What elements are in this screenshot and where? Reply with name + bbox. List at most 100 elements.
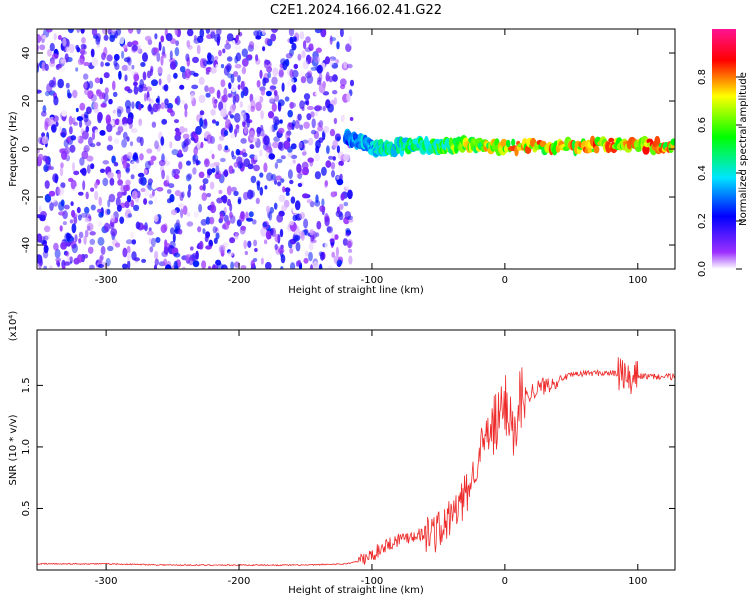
spectrogram-noise-cell [173,168,181,175]
spectrogram-noise-cell [45,159,50,165]
spectrogram-signal-cell [593,145,600,154]
spectrogram-noise-cell [117,179,123,186]
spectrogram-noise-cell [224,43,232,50]
spectrogram-noise-cell [303,135,308,145]
spectrogram-noise-cell [280,266,284,269]
spectrogram-noise-cell [222,48,226,54]
spectrogram-noise-cell [116,191,123,199]
spectrogram-noise-cell [278,247,285,254]
spectrogram-noise-cell [41,135,49,145]
spectrogram-noise-cell [209,216,215,225]
spectrogram-noise-cell [336,145,340,154]
spectrogram-noise-cell [79,102,86,111]
spectrogram-noise-cell [65,251,70,257]
spectrogram-noise-cell [337,151,344,160]
spectrogram-noise-cell [320,29,327,38]
spectrogram-noise-cell [220,64,225,69]
spectrogram-noise-cell [77,58,85,66]
spectrogram-noise-cell [173,72,178,79]
y-tick-label: 20 [21,95,32,108]
spectrogram-noise-cell [89,238,96,245]
spectrogram-noise-cell [336,260,343,265]
spectrogram-noise-cell [101,52,106,61]
snr-panel: -300 -200 -100 0 100 0.5 1.0 1.5 Height of stra… [8,311,676,596]
spectrogram-noise-cell [298,230,305,239]
spectrogram-noise-cell [218,135,225,142]
spectrogram-signal-cell [503,145,510,153]
spectrogram-noise-cell [234,39,241,45]
spectrogram-noise-cell [153,264,158,269]
spectrogram-noise-cell [182,205,188,215]
spectrogram-noise-cell [133,257,140,262]
spectrogram-noise-cell [46,83,53,94]
spectrogram-noise-cell [326,226,334,234]
spectrogram-noise-cell [186,40,191,48]
spectrogram-noise-cell [91,57,99,67]
spectrogram-noise-cell [180,208,184,219]
spectrogram-noise-cell [279,228,284,238]
spectrogram-noise-cell [218,189,223,195]
spectrogram-noise-cell [329,35,333,45]
spectrogram-noise-cell [312,41,319,50]
spectrogram-noise-cell [229,203,233,212]
spectrogram-noise-cell [153,215,159,222]
spectrogram-xlabel: Height of straight line (km) [288,285,424,296]
spectrogram-noise-cell [62,37,67,47]
spectrogram-noise-cell [193,211,199,218]
spectrogram-noise-cell [266,205,271,213]
spectrogram-noise-cell [299,124,304,131]
spectrogram-noise-cell [79,157,85,166]
y-tick-label: -20 [21,189,32,205]
spectrogram-noise-cell [207,265,212,269]
spectrogram-noise-cell [297,113,302,121]
spectrogram-noise-cell [205,92,211,98]
spectrogram-noise-cell [297,53,302,61]
spectrogram-noise-cell [290,143,297,150]
spectrogram-noise-cell [228,111,232,116]
spectrogram-noise-cell [193,146,198,156]
spectrogram-noise-cell [214,55,219,61]
spectrogram-noise-cell [308,43,314,51]
spectrogram-noise-cell [103,222,110,233]
spectrogram-noise-cell [328,58,335,66]
spectrogram-noise-cell [198,171,205,179]
spectrogram-noise-cell [139,153,144,161]
spectrogram-noise-cell [318,251,324,257]
spectrogram-noise-cell [117,170,122,180]
spectrogram-signal-cell [511,138,516,147]
x-tick-label: -100 [361,576,384,587]
spectrogram-noise-cell [118,119,123,127]
spectrogram-noise-cell [99,254,104,261]
spectrogram-noise-cell [39,214,46,221]
spectrogram-noise-cell [71,223,77,234]
spectrogram-noise-cell [81,150,89,160]
spectrogram-noise-cell [213,99,218,105]
spectrogram-noise-cell [239,112,247,122]
spectrogram-noise-cell [61,110,68,117]
spectrogram-noise-cell [306,113,312,121]
snr-frame [36,329,676,571]
spectrogram-noise-cell [314,171,321,180]
spectrogram-noise-cell [39,44,46,51]
spectrogram-noise-cell [223,87,228,97]
spectrogram-noise-cell [255,197,260,205]
spectrogram-noise-cell [202,178,209,185]
y-tick-label: 40 [21,47,32,60]
spectrogram-noise-cell [82,130,89,140]
spectrogram-noise-cell [210,67,217,74]
spectrogram-noise-cell [162,53,167,59]
spectrogram-noise-cell [277,181,282,186]
spectrogram-noise-cell [288,29,295,37]
spectrogram-noise-cell [97,236,105,246]
spectrogram-noise-cell [150,155,157,162]
spectrogram-noise-cell [130,174,135,180]
spectrogram-signal-cell [635,147,642,152]
spectrogram-noise-cell [303,218,309,229]
spectrogram-noise-cell [148,160,154,166]
spectrogram-noise-cell [72,161,75,172]
spectrogram-noise-cell [319,251,325,261]
spectrogram-noise-cell [144,190,150,197]
spectrogram-noise-cell [148,103,152,111]
spectrogram-noise-cell [259,186,264,196]
spectrogram-noise-cell [59,166,64,177]
